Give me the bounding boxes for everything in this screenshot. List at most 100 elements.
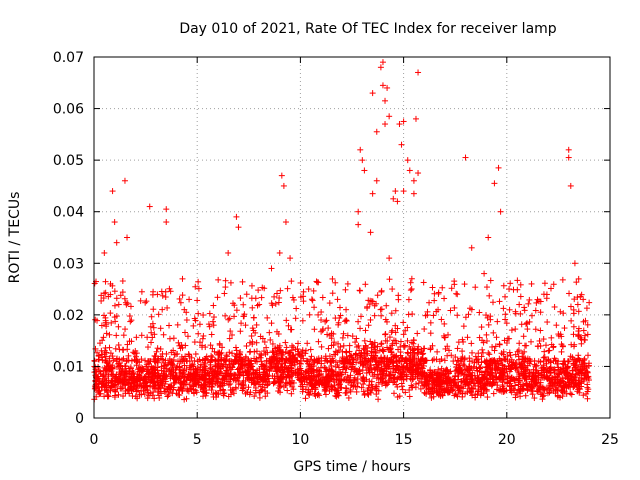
data-point	[494, 318, 501, 325]
data-point	[386, 276, 393, 283]
data-point	[166, 322, 173, 329]
data-point	[272, 300, 279, 307]
data-point	[506, 306, 513, 313]
data-point	[453, 364, 460, 371]
data-point	[288, 326, 295, 333]
data-point	[392, 188, 399, 195]
y-tick-label: 0	[75, 411, 84, 427]
data-point	[410, 190, 417, 197]
data-point	[567, 390, 574, 397]
data-point	[342, 385, 349, 392]
data-point	[246, 349, 253, 356]
data-point	[318, 309, 325, 316]
data-point	[155, 311, 162, 318]
data-point	[369, 90, 376, 97]
data-point	[554, 360, 561, 367]
data-point	[441, 295, 448, 302]
data-point	[287, 255, 294, 262]
data-point	[524, 326, 531, 333]
data-point	[525, 300, 532, 307]
data-point	[143, 298, 150, 305]
data-point	[115, 342, 122, 349]
data-point	[472, 284, 479, 291]
data-point	[585, 352, 592, 359]
data-point	[357, 146, 364, 153]
data-point	[429, 284, 436, 291]
data-point	[365, 322, 372, 329]
data-point	[524, 362, 531, 369]
data-point	[237, 295, 244, 302]
data-point	[585, 373, 592, 380]
data-point	[288, 278, 295, 285]
data-point	[361, 392, 368, 399]
data-point	[567, 303, 574, 310]
data-point	[200, 312, 207, 319]
data-point	[528, 378, 535, 385]
data-point	[324, 331, 331, 338]
data-point	[421, 326, 428, 333]
data-point	[325, 345, 332, 352]
data-point	[445, 331, 452, 338]
data-point	[485, 349, 492, 356]
data-point	[280, 182, 287, 189]
data-point	[510, 286, 517, 293]
data-point	[186, 296, 193, 303]
data-point	[257, 350, 264, 357]
data-point	[468, 340, 475, 347]
data-point	[283, 344, 290, 351]
data-point	[322, 383, 329, 390]
data-point	[154, 345, 161, 352]
data-point	[481, 270, 488, 277]
data-point	[560, 310, 567, 317]
y-tick-label: 0.03	[53, 256, 84, 272]
data-point	[100, 334, 107, 341]
data-point	[466, 355, 473, 362]
data-point	[195, 310, 202, 317]
data-point	[435, 289, 442, 296]
data-point	[540, 291, 547, 298]
data-point	[108, 319, 115, 326]
y-tick-label: 0.06	[53, 102, 84, 118]
data-point	[556, 380, 563, 387]
data-point	[407, 287, 414, 294]
data-point	[329, 275, 336, 282]
data-point	[176, 295, 183, 302]
data-point	[500, 282, 507, 289]
data-point	[288, 342, 295, 349]
data-point	[183, 317, 190, 324]
data-point	[266, 329, 273, 336]
data-point	[516, 301, 523, 308]
data-point	[355, 221, 362, 228]
data-point	[299, 317, 306, 324]
data-point	[162, 294, 169, 301]
data-point	[400, 342, 407, 349]
data-point	[553, 322, 560, 329]
data-point	[490, 390, 497, 397]
data-point	[551, 303, 558, 310]
data-point	[429, 357, 436, 364]
data-point	[107, 310, 114, 317]
data-point	[233, 213, 240, 220]
data-point	[431, 297, 438, 304]
data-point	[528, 338, 535, 345]
data-point	[400, 188, 407, 195]
data-point	[451, 304, 458, 311]
data-point	[322, 391, 329, 398]
data-point	[347, 386, 354, 393]
data-point	[283, 317, 290, 324]
data-point	[550, 281, 557, 288]
data-point	[460, 323, 467, 330]
data-point	[407, 279, 414, 286]
data-point	[404, 157, 411, 164]
data-point	[490, 376, 497, 383]
data-point	[357, 325, 364, 332]
data-point	[92, 345, 99, 352]
data-point	[210, 302, 217, 309]
data-point	[377, 306, 384, 313]
data-point	[448, 285, 455, 292]
data-point	[551, 379, 558, 386]
data-point	[459, 348, 466, 355]
data-point	[253, 348, 260, 355]
data-point	[121, 177, 128, 184]
